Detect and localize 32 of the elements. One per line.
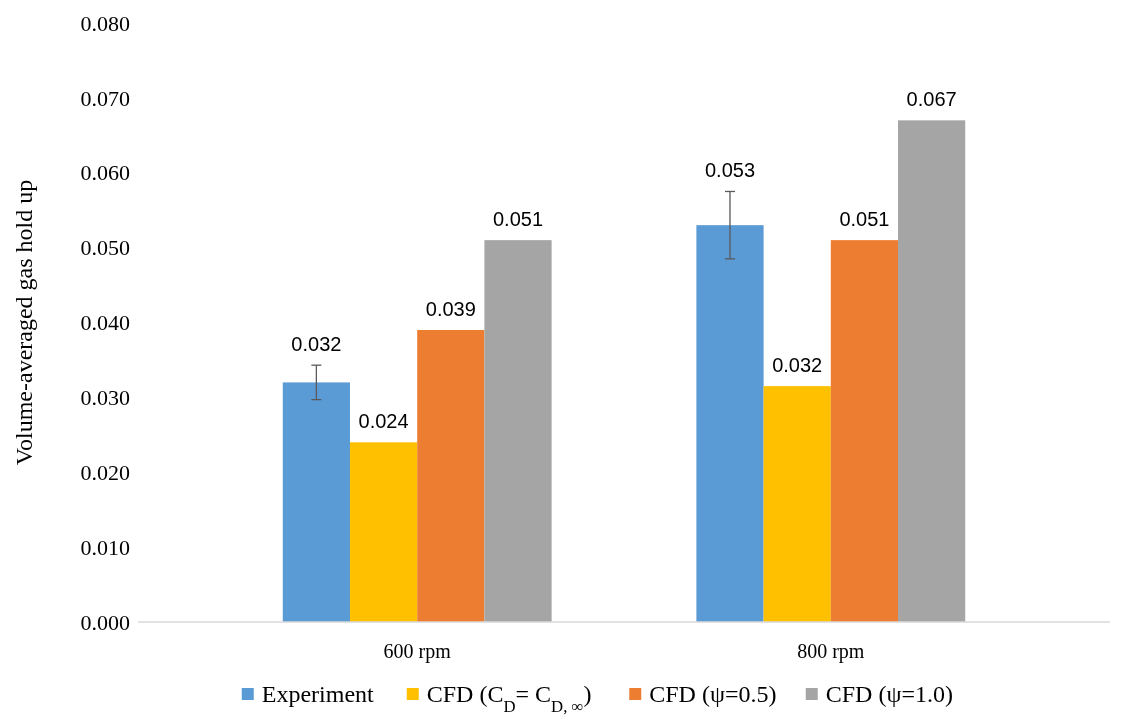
- x-tick-label: 800 rpm: [797, 640, 865, 663]
- data-label: 0.051: [839, 208, 890, 231]
- data-label: 0.039: [425, 297, 476, 320]
- data-label: 0.067: [906, 88, 957, 111]
- data-label: 0.032: [291, 333, 342, 356]
- y-tick-label: 0.030: [80, 385, 130, 411]
- bar: [763, 386, 831, 622]
- y-tick-label: 0.000: [80, 609, 130, 635]
- y-tick-label: 0.040: [80, 310, 130, 336]
- bar: [349, 442, 418, 622]
- legend-label: CFD (ψ=0.5): [649, 681, 777, 707]
- bar: [830, 240, 899, 622]
- legend-label: Experiment: [261, 681, 375, 707]
- data-label: 0.024: [358, 410, 409, 433]
- data-label: 0.051: [492, 208, 544, 231]
- x-tick-label: 600 rpm: [383, 640, 452, 663]
- data-label: 0.032: [772, 354, 823, 377]
- bar: [696, 225, 764, 622]
- data-label: 0.053: [704, 159, 756, 182]
- bar: [417, 329, 485, 622]
- y-tick-label: 0.020: [80, 459, 130, 485]
- y-tick-label: 0.010: [80, 534, 130, 560]
- y-axis-title: Volume-averaged gas hold up: [11, 179, 37, 466]
- y-tick-label: 0.070: [80, 85, 130, 111]
- y-tick-label: 0.080: [80, 10, 130, 36]
- legend-label: CFD (C$_{D}$= C$_{D, ∞}$): [426, 681, 592, 716]
- legend-label: CFD (ψ=1.0): [825, 681, 953, 707]
- bar: [282, 382, 350, 622]
- y-tick-label: 0.050: [80, 235, 130, 261]
- bar: [898, 120, 966, 622]
- y-tick-label: 0.060: [80, 160, 130, 186]
- bar: [484, 240, 552, 622]
